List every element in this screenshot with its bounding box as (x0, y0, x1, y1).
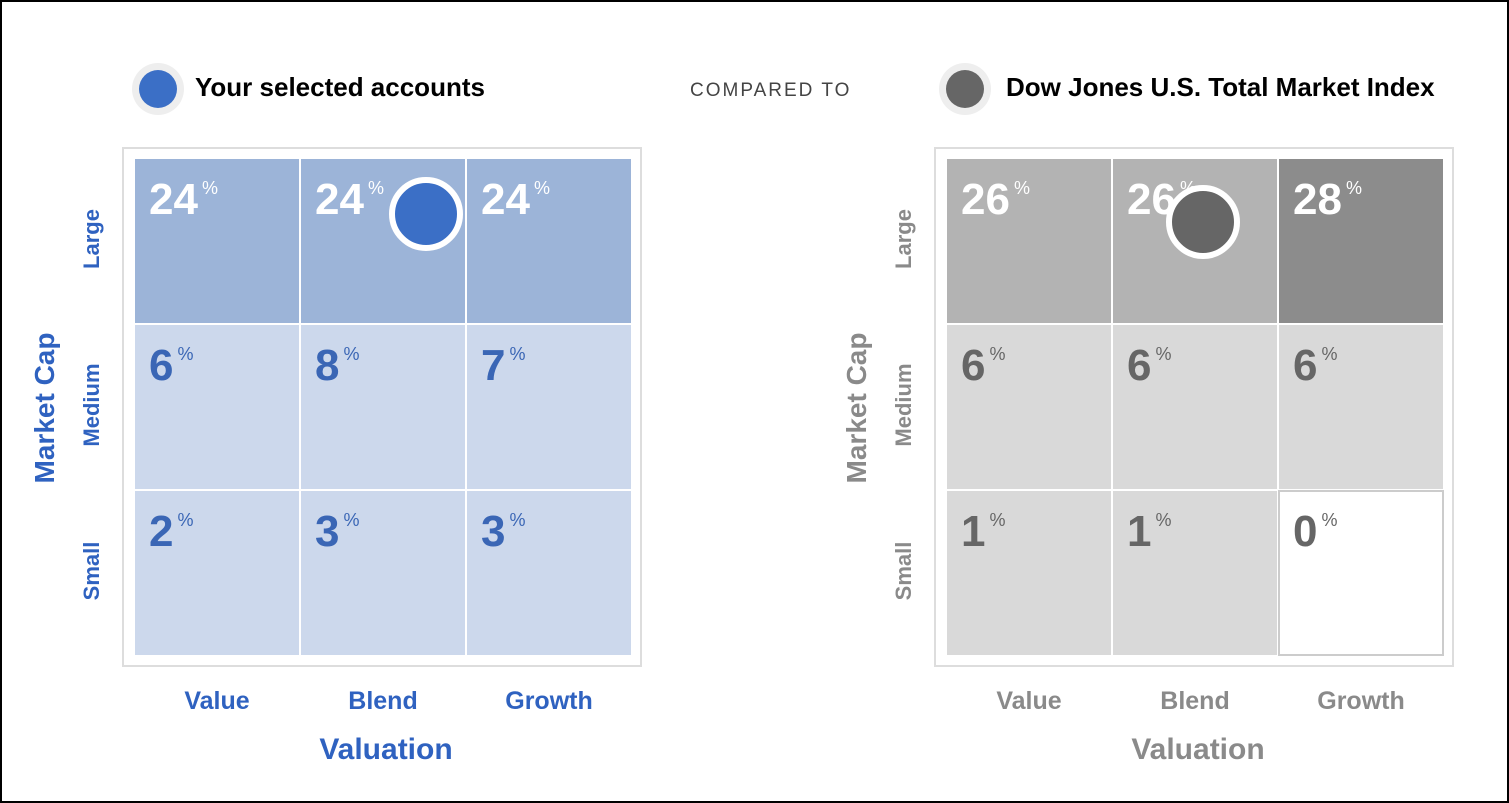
column-label: Growth (505, 687, 593, 715)
column-label: Value (184, 687, 249, 715)
percent-sign: % (509, 344, 525, 364)
grid-cell (947, 159, 1111, 323)
column-label: Blend (348, 687, 417, 715)
grid-cell (947, 325, 1111, 489)
percent-sign: % (534, 178, 550, 198)
y-axis-title: Market Cap (841, 333, 872, 484)
cell-percent: 24 (481, 175, 530, 224)
grid-cell (1279, 159, 1443, 323)
cell-percent: 1 (1127, 507, 1151, 556)
percent-sign: % (1321, 344, 1337, 364)
column-label: Growth (1317, 687, 1405, 715)
column-label: Value (996, 687, 1061, 715)
cell-percent: 28 (1293, 175, 1342, 224)
legend-dot-index (946, 70, 984, 108)
row-label: Large (891, 209, 916, 269)
grid-cell (135, 159, 299, 323)
grid-cell (301, 491, 465, 655)
row-label: Small (79, 542, 104, 601)
percent-sign: % (368, 178, 384, 198)
grid-cell (135, 491, 299, 655)
grid-cell (947, 491, 1111, 655)
cell-percent: 24 (149, 175, 198, 224)
cell-percent: 6 (1127, 341, 1151, 390)
percent-sign: % (177, 510, 193, 530)
y-axis-title: Market Cap (29, 333, 60, 484)
percent-sign: % (989, 510, 1005, 530)
percent-sign: % (343, 344, 359, 364)
grid-cell (467, 325, 631, 489)
row-label: Small (891, 542, 916, 601)
grid-cell (1278, 490, 1444, 656)
grid-cell (1113, 325, 1277, 489)
column-label: Blend (1160, 687, 1229, 715)
percent-sign: % (1155, 344, 1171, 364)
legend-index: Dow Jones U.S. Total Market Index (1006, 72, 1435, 102)
percent-sign: % (509, 510, 525, 530)
row-label: Medium (891, 363, 916, 446)
grid-cell (467, 159, 631, 323)
cell-percent: 7 (481, 341, 505, 390)
legend-dot-selected (139, 70, 177, 108)
x-axis-title: Valuation (319, 733, 452, 766)
cell-percent: 6 (1293, 341, 1317, 390)
cell-percent: 8 (315, 341, 339, 390)
percent-sign: % (202, 178, 218, 198)
grid-cell (301, 325, 465, 489)
cell-percent: 24 (315, 175, 364, 224)
cell-percent: 1 (961, 507, 985, 556)
cell-percent: 3 (315, 507, 339, 556)
percent-sign: % (177, 344, 193, 364)
x-axis-title: Valuation (1131, 733, 1264, 766)
percent-sign: % (989, 344, 1005, 364)
percent-sign: % (1321, 510, 1337, 530)
grid-cell (467, 491, 631, 655)
cell-percent: 6 (149, 341, 173, 390)
cell-percent: 26 (961, 175, 1010, 224)
grid-cell (1113, 491, 1277, 655)
position-dot (389, 177, 463, 251)
cell-percent: 0 (1293, 507, 1317, 556)
cell-percent: 2 (149, 507, 173, 556)
legend-selected: Your selected accounts (195, 72, 485, 102)
percent-sign: % (1346, 178, 1362, 198)
cell-percent: 3 (481, 507, 505, 556)
percent-sign: % (343, 510, 359, 530)
grid-cell (1279, 325, 1443, 489)
row-label: Large (79, 209, 104, 269)
row-label: Medium (79, 363, 104, 446)
position-dot (1166, 185, 1240, 259)
percent-sign: % (1155, 510, 1171, 530)
cell-percent: 6 (961, 341, 985, 390)
grid-cell (135, 325, 299, 489)
percent-sign: % (1014, 178, 1030, 198)
legend-compared: COMPARED TO (690, 80, 851, 101)
